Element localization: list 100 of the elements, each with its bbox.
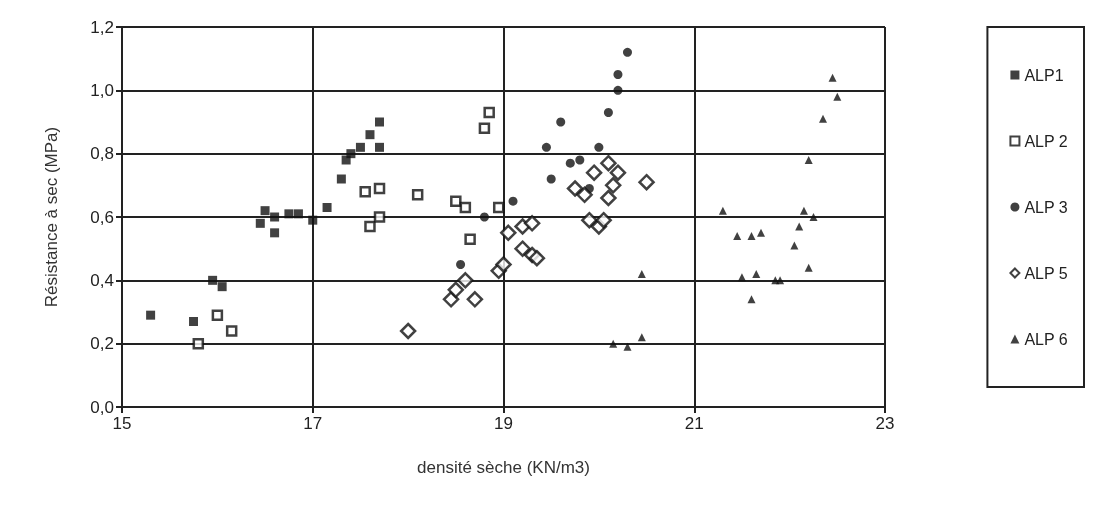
point	[450, 195, 462, 207]
legend-label: ALP 3	[1024, 198, 1068, 216]
point	[613, 70, 623, 79]
point	[804, 156, 813, 164]
point	[623, 47, 632, 57]
point	[575, 155, 585, 165]
point	[459, 201, 472, 214]
point	[364, 220, 376, 233]
point	[189, 317, 199, 326]
x-tick-label: 15	[112, 414, 132, 433]
point	[833, 92, 842, 101]
y-tick-label: 0,4	[90, 270, 114, 290]
point	[613, 85, 623, 95]
legend-label: ALP 5	[1024, 264, 1068, 282]
y-tick-label: 1,2	[90, 17, 114, 37]
point	[346, 149, 356, 159]
point	[284, 209, 294, 219]
y-tick-label: 1,0	[90, 80, 114, 100]
point	[828, 73, 837, 82]
point	[541, 142, 551, 152]
point	[638, 173, 655, 191]
point	[804, 263, 813, 272]
point	[528, 249, 546, 267]
point	[375, 142, 385, 152]
point	[146, 310, 156, 320]
point	[355, 142, 365, 152]
y-axis-title: Résistance à sec (MPa)	[42, 126, 61, 308]
point	[795, 222, 804, 231]
point	[483, 106, 495, 119]
y-tick-label: 0,0	[90, 397, 114, 417]
point	[799, 206, 808, 215]
point	[594, 142, 604, 152]
point	[260, 206, 270, 216]
point	[322, 203, 332, 212]
point	[456, 260, 466, 269]
point	[447, 281, 465, 299]
point	[373, 211, 386, 223]
x-tick-label: 21	[684, 414, 704, 433]
point	[737, 273, 746, 282]
point	[478, 122, 491, 135]
legend-label: ALP 6	[1024, 330, 1068, 348]
point	[492, 201, 505, 214]
point	[495, 256, 512, 273]
point	[466, 291, 484, 308]
point	[514, 240, 531, 257]
point	[603, 108, 613, 117]
point	[365, 130, 375, 140]
point	[585, 164, 603, 181]
legend-label: ALP 2	[1024, 132, 1068, 150]
y-tick-label: 0,8	[90, 144, 114, 164]
x-axis-title: densité sèche (KN/m3)	[417, 458, 590, 477]
point	[623, 342, 632, 351]
point	[600, 189, 617, 207]
point	[399, 322, 417, 340]
point	[757, 228, 766, 237]
point	[566, 180, 584, 197]
point	[208, 275, 218, 285]
point	[776, 276, 785, 285]
point	[270, 228, 280, 238]
point	[819, 114, 828, 123]
point	[790, 241, 799, 250]
x-tick-label: 19	[494, 414, 513, 433]
point	[336, 174, 346, 184]
point	[576, 186, 593, 204]
point	[255, 218, 265, 228]
point	[411, 189, 424, 201]
point	[809, 213, 818, 221]
y-tick-label: 0,6	[90, 207, 114, 227]
point	[192, 337, 205, 350]
point	[565, 158, 575, 168]
point	[556, 117, 566, 127]
point	[604, 177, 622, 194]
legend-label: ALP1	[1024, 66, 1064, 84]
y-tick-label: 0,2	[90, 334, 114, 354]
point	[718, 206, 727, 215]
point	[457, 272, 474, 289]
point	[479, 212, 489, 222]
x-tick-label: 23	[875, 414, 895, 433]
point	[508, 196, 518, 206]
point	[225, 325, 238, 337]
point	[523, 215, 541, 232]
point	[752, 270, 761, 278]
point	[747, 232, 756, 240]
point	[464, 233, 476, 245]
point	[733, 232, 742, 240]
point	[211, 309, 224, 321]
point	[546, 174, 556, 184]
point	[637, 270, 646, 278]
point	[375, 117, 385, 127]
point	[373, 182, 386, 195]
point	[270, 212, 280, 222]
point	[600, 154, 617, 172]
point	[747, 295, 756, 304]
point	[217, 282, 227, 292]
point	[581, 211, 598, 229]
point	[609, 164, 627, 181]
point	[442, 291, 460, 308]
point	[308, 215, 318, 225]
point	[293, 209, 303, 219]
point	[595, 211, 612, 229]
